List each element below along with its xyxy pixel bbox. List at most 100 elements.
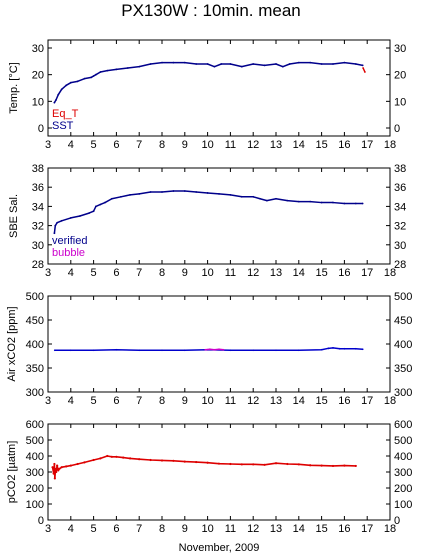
ylabel-pco2: pCO2 [µatm] bbox=[6, 441, 18, 504]
x-tick-label-air-xco2: 14 bbox=[293, 395, 305, 407]
y-tick-label-pco2: 500 bbox=[26, 435, 44, 447]
ylabel-salinity: SBE Sal. bbox=[8, 194, 20, 238]
data-point-salinity-series-0 bbox=[252, 195, 255, 198]
data-point-salinity-series-0 bbox=[149, 191, 152, 193]
data-point-pco2-series-0 bbox=[240, 463, 243, 466]
data-point-salinity-series-0 bbox=[275, 197, 277, 200]
data-point-temperature-series-1 bbox=[240, 65, 243, 68]
figure-title: PX130W : 10min. mean bbox=[121, 1, 301, 20]
data-point-temperature-series-1 bbox=[288, 63, 291, 65]
ylabel-air-xco2: Air xCO2 [ppm] bbox=[6, 306, 18, 381]
data-point-salinity-series-0 bbox=[343, 202, 346, 205]
data-point-temperature-series-1 bbox=[69, 81, 72, 84]
x-tick-label-pco2: 16 bbox=[338, 523, 350, 535]
y-tick-label-temperature: 10 bbox=[32, 96, 44, 108]
y-tick-label-salinity: 36 bbox=[32, 182, 44, 194]
y-tick-label-right-salinity: 34 bbox=[394, 201, 406, 213]
data-point-salinity-series-0 bbox=[265, 199, 268, 202]
data-point-air-xco2-series-0 bbox=[332, 346, 334, 349]
x-tick-label-salinity: 9 bbox=[182, 267, 188, 279]
x-tick-label-air-xco2: 9 bbox=[182, 395, 188, 407]
x-tick-label-pco2: 18 bbox=[384, 523, 396, 535]
x-tick-label-air-xco2: 7 bbox=[136, 395, 142, 407]
x-tick-label-salinity: 11 bbox=[225, 267, 236, 279]
data-point-salinity-series-0 bbox=[104, 201, 106, 204]
data-point-temperature-series-1 bbox=[213, 65, 216, 68]
data-point-air-xco2-series-0 bbox=[361, 348, 364, 351]
data-point-pco2-series-0 bbox=[58, 467, 61, 470]
data-point-pco2-series-0 bbox=[51, 466, 54, 469]
data-point-pco2-series-0 bbox=[55, 470, 58, 474]
plot-frame-salinity bbox=[47, 167, 391, 265]
data-point-pco2-series-0 bbox=[309, 464, 312, 467]
data-point-pco2-series-0 bbox=[331, 464, 335, 468]
data-point-pco2-series-0 bbox=[160, 459, 164, 462]
x-tick-label-temperature: 17 bbox=[361, 139, 373, 151]
data-point-temperature-series-1 bbox=[94, 73, 97, 76]
x-tick-label-salinity: 13 bbox=[270, 267, 282, 279]
x-tick-label-pco2: 6 bbox=[113, 523, 119, 535]
data-point-temperature-series-1 bbox=[106, 69, 109, 72]
y-tick-label-right-temperature: 30 bbox=[394, 43, 406, 55]
y-tick-label-air-xco2: 350 bbox=[26, 363, 44, 375]
y-tick-label-right-pco2: 100 bbox=[394, 499, 412, 511]
y-tick-label-right-air-xco2: 300 bbox=[394, 387, 412, 399]
data-point-temperature-series-1 bbox=[83, 77, 86, 80]
data-point-air-xco2-series-0 bbox=[161, 349, 163, 352]
data-point-air-xco2-series-0 bbox=[53, 349, 56, 352]
data-point-temperature-series-1 bbox=[161, 61, 163, 64]
data-point-salinity-series-0 bbox=[79, 215, 81, 217]
data-point-temperature-series-1 bbox=[229, 63, 232, 65]
x-tick-label-temperature: 10 bbox=[201, 139, 213, 151]
data-point-temperature-series-1 bbox=[263, 64, 266, 67]
data-point-temperature-series-1 bbox=[149, 63, 152, 65]
y-tick-label-right-air-xco2: 350 bbox=[394, 363, 412, 375]
x-tick-label-air-xco2: 10 bbox=[201, 395, 213, 407]
data-point-salinity-series-0 bbox=[297, 200, 300, 203]
data-point-temperature-series-1 bbox=[138, 65, 141, 68]
data-point-pco2-series-0 bbox=[286, 462, 289, 466]
data-point-salinity-series-0 bbox=[218, 193, 220, 195]
x-tick-label-temperature: 7 bbox=[136, 139, 142, 151]
data-point-air-xco2-series-0 bbox=[343, 347, 346, 350]
data-point-pco2-series-0 bbox=[57, 469, 60, 472]
x-tick-label-pco2: 11 bbox=[225, 523, 236, 535]
legend-verified: verified bbox=[52, 235, 87, 247]
data-point-salinity-series-0 bbox=[195, 191, 198, 193]
data-point-pco2-series-0 bbox=[76, 462, 79, 466]
x-tick-label-temperature: 14 bbox=[293, 139, 305, 151]
y-tick-label-temperature: 0 bbox=[38, 123, 44, 135]
x-tick-label-temperature: 12 bbox=[247, 139, 259, 151]
data-point-air-xco2-series-0 bbox=[354, 347, 357, 350]
y-tick-label-salinity: 38 bbox=[32, 163, 44, 175]
data-point-air-xco2-series-0 bbox=[69, 349, 72, 352]
data-point-pco2-series-0 bbox=[115, 455, 118, 458]
data-point-salinity-series-0 bbox=[53, 232, 56, 235]
x-tick-label-salinity: 15 bbox=[315, 267, 327, 279]
data-point-pco2-series-0 bbox=[106, 454, 109, 458]
data-point-pco2-series-0 bbox=[343, 464, 346, 467]
data-point-salinity-series-0 bbox=[229, 193, 232, 196]
data-point-salinity-series-0 bbox=[92, 210, 95, 213]
y-tick-label-pco2: 100 bbox=[26, 499, 44, 511]
data-point-pco2-series-0 bbox=[92, 458, 95, 462]
data-point-salinity-series-0 bbox=[320, 201, 323, 204]
y-tick-label-right-salinity: 30 bbox=[394, 240, 406, 252]
legend-eq-t: Eq_T bbox=[52, 108, 79, 120]
data-point-pco2-series-0 bbox=[53, 462, 56, 466]
data-point-air-xco2-series-0 bbox=[252, 349, 255, 352]
data-point-salinity-series-0 bbox=[99, 203, 102, 206]
y-tick-label-right-pco2: 500 bbox=[394, 435, 412, 447]
x-tick-label-pco2: 14 bbox=[293, 523, 305, 535]
y-tick-label-right-pco2: 300 bbox=[394, 467, 412, 479]
data-point-air-xco2-series-1 bbox=[204, 348, 207, 351]
series-line-temperature-series-1 bbox=[53, 61, 363, 104]
data-point-pco2-series-0 bbox=[252, 463, 255, 466]
data-point-pco2-series-0 bbox=[263, 463, 266, 466]
x-tick-label-pco2: 15 bbox=[315, 523, 327, 535]
data-point-salinity-series-0 bbox=[120, 195, 122, 198]
data-point-salinity-series-0 bbox=[94, 205, 97, 208]
